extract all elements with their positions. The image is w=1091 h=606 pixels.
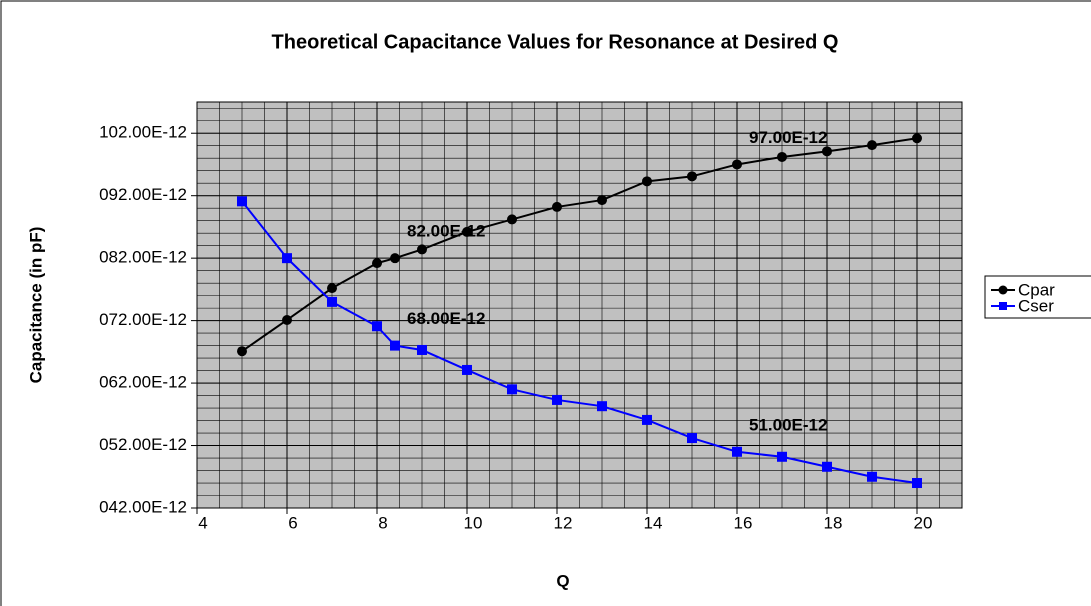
y-tick-label: 082.00E-12: [99, 248, 187, 267]
data-point: [282, 314, 292, 325]
data-point: [417, 244, 427, 255]
y-tick-label: 102.00E-12: [99, 123, 187, 142]
data-point: [642, 414, 652, 425]
data-point: [372, 321, 382, 332]
data-point: [822, 146, 832, 157]
data-point: [777, 451, 787, 462]
data-point: [552, 394, 562, 405]
data-point: [732, 159, 742, 170]
data-point: [867, 140, 877, 151]
legend-box: [984, 275, 1091, 319]
x-tick-label: 8: [378, 513, 387, 532]
data-label: 68.00E-12: [407, 309, 485, 328]
x-tick-label: 6: [288, 513, 297, 532]
x-tick-label: 18: [824, 513, 843, 532]
data-point: [822, 461, 832, 472]
x-tick-label: 10: [464, 513, 483, 532]
legend-marker: [999, 302, 1007, 310]
data-point: [327, 283, 337, 294]
chart-title: Theoretical Capacitance Values for Reson…: [272, 31, 839, 53]
data-point: [777, 151, 787, 162]
data-point: [507, 214, 517, 225]
y-tick-label: 062.00E-12: [99, 373, 187, 392]
x-tick-label: 12: [554, 513, 573, 532]
data-point: [507, 384, 517, 395]
x-axis-label: Q: [556, 571, 569, 590]
x-tick-label: 16: [734, 513, 753, 532]
y-tick-label: 052.00E-12: [99, 435, 187, 454]
legend-label: Cpar: [1018, 280, 1055, 299]
data-point: [912, 478, 922, 489]
data-point: [417, 344, 427, 355]
data-point: [597, 195, 607, 206]
data-label: 51.00E-12: [749, 415, 827, 434]
data-point: [327, 296, 337, 307]
data-point: [237, 196, 247, 207]
plot-frame: [196, 101, 963, 509]
data-label: 97.00E-12: [749, 128, 827, 147]
data-label: 82.00E-12: [407, 222, 485, 241]
legend-label: Cser: [1018, 296, 1054, 315]
y-tick-label: 072.00E-12: [99, 310, 187, 329]
x-tick-label: 20: [914, 513, 933, 532]
data-point: [462, 364, 472, 375]
data-point: [462, 226, 472, 237]
data-point: [282, 253, 292, 264]
data-point: [732, 446, 742, 457]
data-point: [687, 433, 697, 444]
data-point: [390, 253, 400, 264]
y-axis-label: Capacitance (in pF): [26, 227, 45, 384]
data-point: [237, 346, 247, 357]
x-tick-label: 14: [644, 513, 663, 532]
data-point: [390, 340, 400, 351]
legend-marker: [998, 285, 1008, 295]
y-tick-label: 092.00E-12: [99, 185, 187, 204]
y-tick-label: 042.00E-12: [99, 497, 187, 516]
data-point: [597, 401, 607, 412]
data-point: [912, 133, 922, 144]
data-point: [372, 258, 382, 269]
data-point: [642, 176, 652, 187]
data-point: [867, 471, 877, 482]
x-tick-label: 4: [198, 513, 207, 532]
data-point: [687, 171, 697, 182]
data-point: [552, 201, 562, 212]
